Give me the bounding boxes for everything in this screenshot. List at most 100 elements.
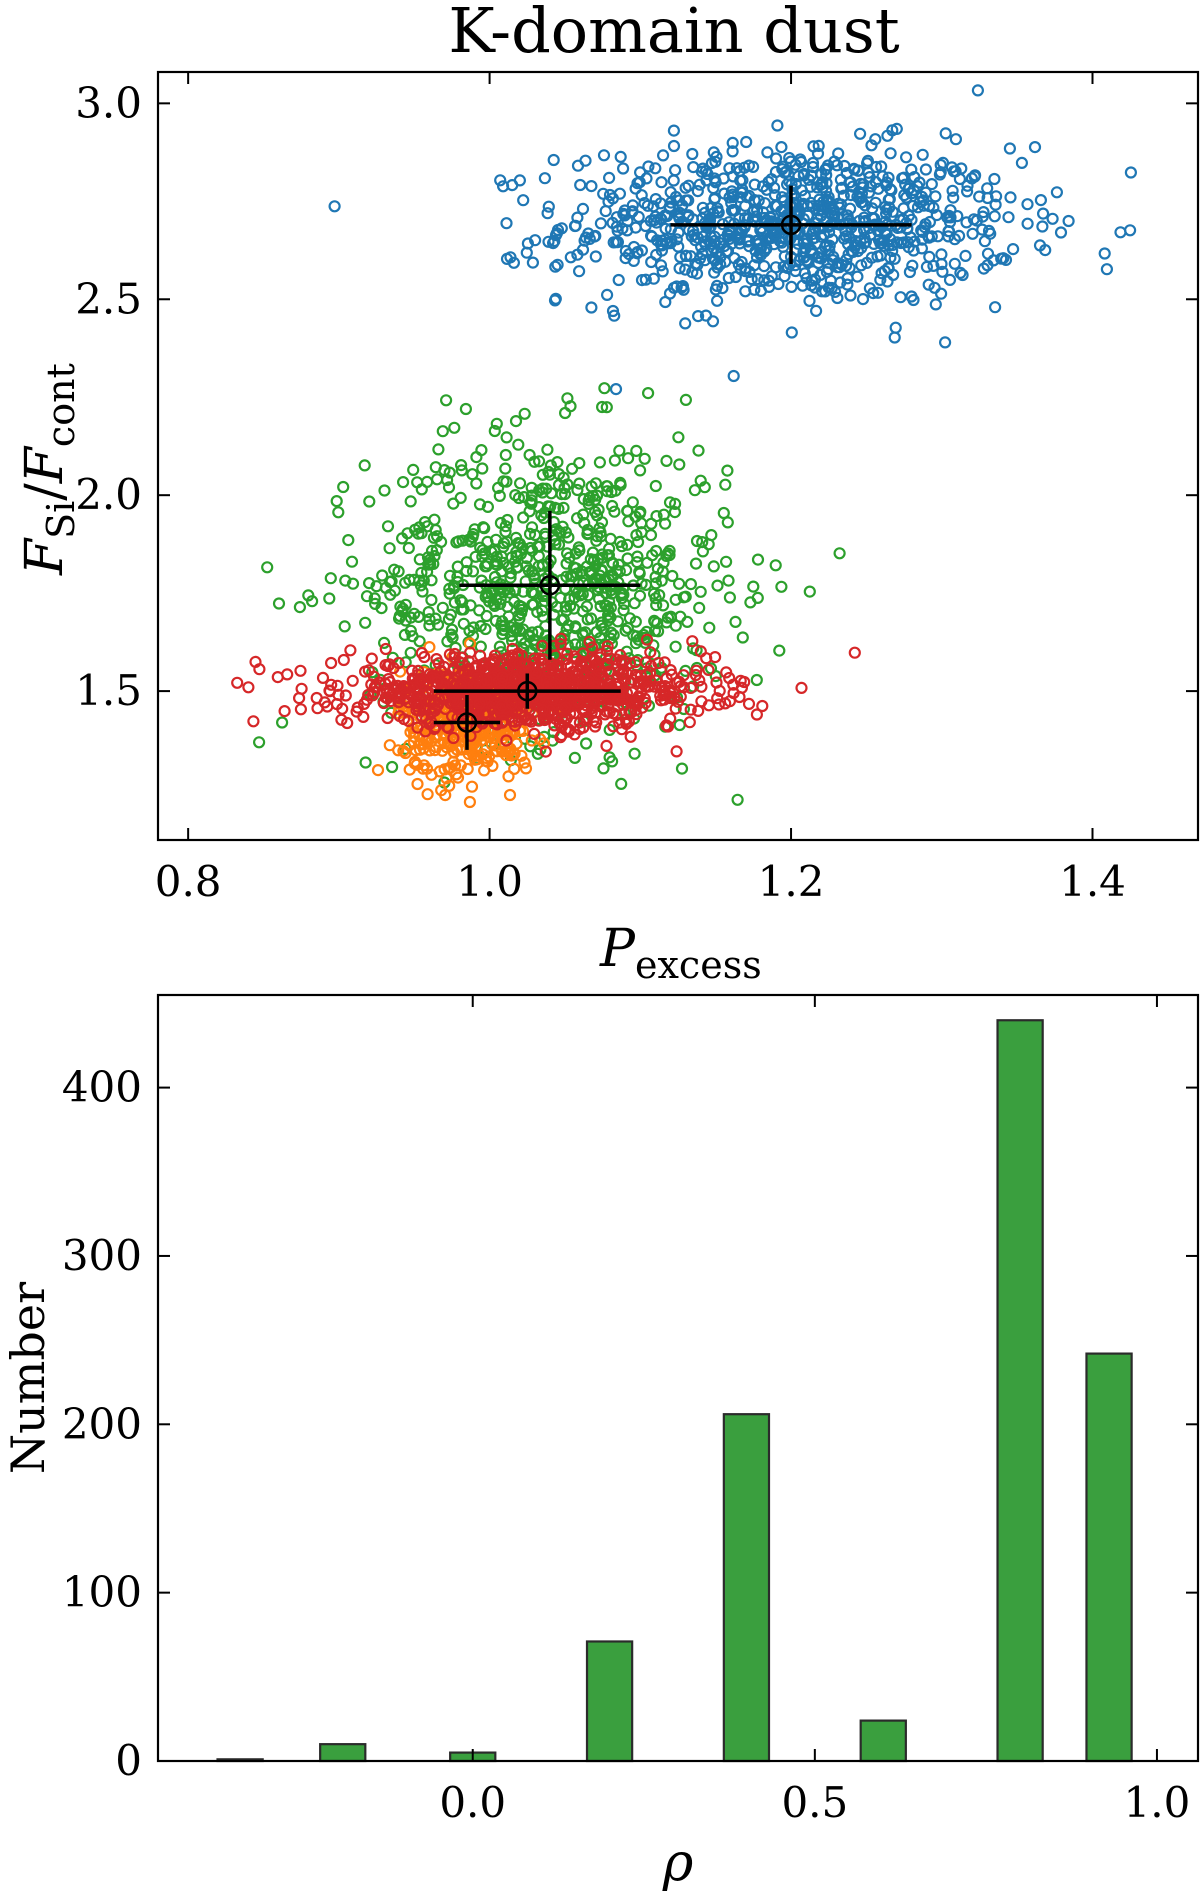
- scatter-point: [613, 444, 626, 457]
- scatter-point: [606, 216, 619, 229]
- scatter-point: [525, 481, 538, 494]
- scatter-point: [769, 559, 782, 572]
- scatter-point: [748, 178, 761, 191]
- scatter-point: [518, 756, 531, 769]
- scatter-point: [600, 288, 614, 301]
- scatter-point: [242, 681, 255, 694]
- scatter-point: [905, 163, 918, 176]
- scatter-point: [615, 777, 628, 791]
- scatter-point: [459, 402, 472, 416]
- scatter-point: [934, 287, 948, 300]
- scatter-point: [769, 228, 783, 241]
- scatter-point: [897, 171, 910, 184]
- scatter-point: [423, 619, 436, 632]
- scatter-point: [661, 720, 675, 733]
- scatter-point: [641, 199, 654, 212]
- series-blue: [328, 84, 1138, 396]
- scatter-point: [345, 555, 359, 568]
- scatter-point: [730, 162, 744, 175]
- scatter-point: [541, 443, 554, 456]
- scatter-point: [621, 214, 634, 228]
- scatter-point: [920, 260, 934, 273]
- scatter-point: [415, 566, 428, 579]
- scatter-point: [399, 746, 412, 760]
- scatter-x-axis-label: Pexcess: [599, 919, 762, 987]
- scatter-point: [748, 283, 761, 296]
- scatter-point: [536, 639, 549, 653]
- scatter-point: [602, 171, 616, 184]
- scatter-point: [812, 139, 825, 152]
- scatter-point: [747, 580, 760, 593]
- scatter-point: [857, 211, 871, 224]
- scatter-point: [495, 676, 508, 690]
- scatter-point: [723, 191, 736, 204]
- scatter-point: [643, 666, 657, 679]
- scatter-point: [989, 198, 1002, 211]
- scatter-point: [857, 216, 871, 229]
- series-green: [253, 382, 846, 806]
- scatter-point: [579, 737, 593, 750]
- scatter-point: [618, 204, 631, 217]
- scatter-point: [633, 464, 647, 477]
- scatter-point: [741, 235, 754, 248]
- scatter-point: [589, 477, 603, 490]
- scatter-point: [430, 543, 443, 557]
- histogram-x-ticks: 0.0 0.5 1.0: [439, 995, 1190, 1827]
- scatter-point: [346, 577, 360, 590]
- scatter-point: [410, 700, 423, 713]
- x-tick-label: 1.0: [1124, 1778, 1191, 1827]
- scatter-point: [337, 480, 350, 494]
- scatter-point: [711, 579, 724, 592]
- scatter-point: [505, 634, 519, 648]
- scatter-point: [848, 646, 861, 659]
- scatter-point: [1002, 211, 1015, 224]
- scatter-point: [480, 587, 493, 600]
- scatter-point: [536, 703, 549, 716]
- scatter-point: [548, 294, 562, 307]
- scatter-point: [654, 689, 667, 702]
- scatter-point: [381, 520, 395, 533]
- scatter-point: [946, 184, 959, 197]
- scatter-point: [939, 127, 952, 140]
- scatter-point: [708, 650, 722, 664]
- scatter-point: [727, 369, 740, 383]
- y-tick-label: 3.0: [75, 78, 142, 127]
- scatter-point: [570, 567, 583, 580]
- scatter-point: [1124, 166, 1138, 179]
- x-tick-label: 1.2: [758, 857, 825, 906]
- scatter-point: [276, 716, 289, 729]
- scatter-point: [675, 281, 688, 294]
- scatter-point: [1003, 142, 1017, 155]
- scatter-point: [612, 273, 625, 287]
- scatter-point: [448, 746, 461, 759]
- scatter-point: [509, 489, 522, 502]
- scatter-point: [875, 160, 888, 173]
- y-tick-label: 200: [62, 1399, 142, 1448]
- scatter-point: [943, 273, 957, 286]
- scatter-point: [667, 174, 680, 187]
- scatter-point: [502, 746, 515, 760]
- scatter-point: [601, 549, 614, 562]
- scatter-point: [422, 605, 435, 619]
- scatter-point: [1046, 212, 1059, 225]
- scatter-point: [272, 597, 286, 610]
- scatter-point: [916, 148, 929, 161]
- scatter-point: [559, 701, 572, 714]
- scatter-point: [398, 681, 411, 694]
- scatter-point: [781, 261, 794, 274]
- scatter-point: [587, 714, 600, 727]
- scatter-point: [803, 294, 816, 307]
- scatter-point: [738, 161, 751, 174]
- scatter-point: [690, 664, 703, 677]
- histogram-y-ticks: 0 100 200 300 400: [62, 1063, 1198, 1785]
- scatter-point: [682, 179, 695, 192]
- scatter-point: [600, 401, 613, 414]
- scatter-point: [231, 676, 244, 689]
- scatter-point: [1036, 220, 1049, 233]
- scatter-point: [593, 456, 607, 469]
- scatter-point: [659, 222, 672, 235]
- scatter-point: [447, 693, 460, 706]
- x-tick-label: 1.0: [456, 857, 523, 906]
- scatter-point: [316, 671, 330, 685]
- scatter-point: [821, 256, 835, 269]
